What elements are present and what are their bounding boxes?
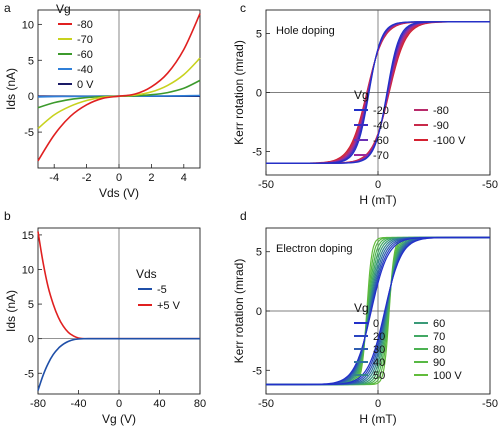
- panel-d-legend-entry: 100 V: [433, 370, 462, 382]
- panel-b-ylabel: Ids (nA): [4, 290, 18, 332]
- panel-a-legend-entry: 0 V: [77, 79, 94, 91]
- panel-a-legend-entry: -80: [77, 19, 93, 31]
- panel-d-legend-entry: 50: [373, 370, 385, 382]
- panel-b-ytick-label: -5: [24, 368, 34, 380]
- panel-d-legend-entry: 70: [433, 331, 445, 343]
- panel-c-xtick-label: -50: [482, 179, 498, 191]
- panel-c-legend-entry: -70: [373, 150, 389, 162]
- panel-a-ytick-label: 0: [28, 91, 34, 103]
- panel-c-legend-title: Vg: [354, 88, 369, 102]
- panel-d-annotation: Electron doping: [276, 243, 352, 255]
- panel-c-legend-entry: -40: [373, 120, 389, 132]
- panel-a-xtick-label: -4: [49, 172, 59, 184]
- panel-c-legend-entry: -100 V: [433, 135, 466, 147]
- panel-c-ytick-label: 5: [256, 29, 262, 41]
- panel-a-xtick-label: 4: [181, 172, 187, 184]
- panel-d-ylabel: Kerr rotation (mrad): [232, 259, 246, 364]
- panel-a-legend-entry: -70: [77, 34, 93, 46]
- panel-c-letter: c: [240, 1, 246, 15]
- panel-c-loop-0: [266, 21, 490, 164]
- panel-d-xtick-label: 0: [375, 398, 381, 410]
- panel-b-xtick-label: -80: [30, 398, 46, 410]
- panel-d-legend-entry: 80: [433, 344, 445, 356]
- panel-c-legend-entry: -20: [373, 105, 389, 117]
- panel-a-ytick-label: -5: [24, 127, 34, 139]
- panel-c-loop-0-descending: [266, 21, 490, 164]
- panel-b-ytick-label: 5: [28, 299, 34, 311]
- panel-a-xtick-label: 2: [148, 172, 154, 184]
- panel-b-letter: b: [4, 209, 11, 223]
- panel-a-xlabel: Vds (V): [99, 186, 139, 200]
- panel-b-xlabel: Vg (V): [102, 412, 136, 426]
- panel-a-ylabel: Ids (nA): [4, 68, 18, 110]
- panel-c-xtick-label: 0: [375, 179, 381, 191]
- panel-b-xtick-label: 40: [153, 398, 165, 410]
- panel-d-loop-0-descending: [266, 236, 490, 386]
- panel-d-xtick-label: -50: [482, 398, 498, 410]
- panel-c-annotation: Hole doping: [276, 25, 335, 37]
- panel-c-ytick-label: -5: [252, 146, 262, 158]
- panel-b-legend-entry: -5: [157, 284, 167, 296]
- panel-a-legend-title: Vg: [56, 2, 71, 16]
- panel-a-letter: a: [4, 1, 11, 15]
- panel-b-ytick-label: 10: [22, 265, 34, 277]
- panel-b-xtick-label: -40: [71, 398, 87, 410]
- panel-a-xtick-label: -2: [82, 172, 92, 184]
- panel-d-legend-entry: 30: [373, 344, 385, 356]
- panel-c-ylabel: Kerr rotation (mrad): [232, 40, 246, 145]
- panel-b-legend-title: Vds: [136, 267, 157, 281]
- panel-a-series-0-line: [37, 13, 201, 162]
- panel-c-legend-entry: -80: [433, 105, 449, 117]
- panel-b-xtick-label: 0: [116, 398, 122, 410]
- panel-d-xtick-label: -50: [258, 398, 274, 410]
- panel-a-ytick-label: 5: [28, 55, 34, 67]
- panel-c-ytick-label: 0: [256, 88, 262, 100]
- panel-c-legend-entry: -60: [373, 135, 389, 147]
- panel-d-legend-entry: 60: [433, 318, 445, 330]
- panel-d-ytick-label: 5: [256, 247, 262, 259]
- panel-b-ytick-label: 15: [22, 230, 34, 242]
- panel-a-legend-entry: -40: [77, 64, 93, 76]
- panel-a-legend-entry: -60: [77, 49, 93, 61]
- panel-d-legend-entry: 0: [373, 318, 379, 330]
- panel-b-series-0-line: [37, 337, 200, 391]
- panel-d-legend-title: Vg: [354, 301, 369, 315]
- panel-d-loop-0: [266, 236, 490, 386]
- panel-d-legend-entry: 20: [373, 331, 385, 343]
- panel-d-letter: d: [240, 209, 247, 223]
- panel-d-xlabel: H (mT): [359, 412, 396, 426]
- panel-d-ytick-label: 0: [256, 306, 262, 318]
- panel-a-xtick-label: 0: [116, 172, 122, 184]
- panel-b-legend-entry: +5 V: [157, 300, 181, 312]
- panel-d-ytick-label: -5: [252, 365, 262, 377]
- panel-d-legend-entry: 90: [433, 357, 445, 369]
- panel-c-xtick-label: -50: [258, 179, 274, 191]
- panel-c-xlabel: H (mT): [359, 193, 396, 207]
- panel-b-ytick-label: 0: [28, 334, 34, 346]
- panel-d-legend-entry: 40: [373, 357, 385, 369]
- panel-c-legend-entry: -90: [433, 120, 449, 132]
- panel-a-ytick-label: 10: [22, 19, 34, 31]
- panel-b-xtick-label: 80: [194, 398, 206, 410]
